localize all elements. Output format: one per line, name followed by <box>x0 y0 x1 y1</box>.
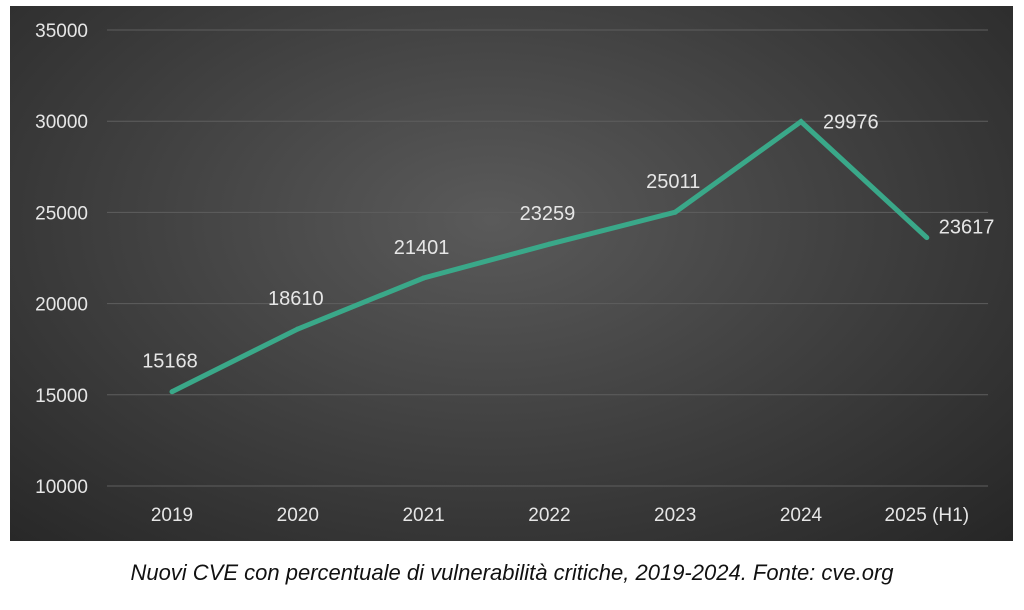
y-tick-label: 10000 <box>35 477 88 498</box>
y-tick-label: 20000 <box>35 295 88 316</box>
line-chart: 35000 30000 25000 20000 15000 10000 2019 2020 20… <box>35 21 995 526</box>
data-label: 29976 <box>823 112 879 134</box>
data-label: 23617 <box>939 217 995 239</box>
x-tick-label: 2025 (H1) <box>885 505 970 526</box>
chart-panel: 35000 30000 25000 20000 15000 10000 2019 2020 20… <box>10 6 1013 541</box>
data-label: 23259 <box>520 203 576 225</box>
data-label: 15168 <box>142 351 198 373</box>
x-tick-label: 2023 <box>654 505 696 526</box>
y-tick-label: 35000 <box>35 21 88 42</box>
data-point <box>798 119 804 125</box>
y-tick-label: 15000 <box>35 386 88 407</box>
data-point <box>546 241 552 247</box>
data-point <box>169 389 175 395</box>
data-point <box>295 326 301 332</box>
x-tick-label: 2019 <box>151 505 193 526</box>
x-tick-label: 2022 <box>528 505 570 526</box>
x-tick-label: 2021 <box>402 505 444 526</box>
x-tick-label: 2024 <box>780 505 823 526</box>
data-label: 25011 <box>646 171 700 193</box>
x-tick-label: 2020 <box>277 505 319 526</box>
chart-caption: Nuovi CVE con percentuale di vulnerabili… <box>130 560 894 585</box>
data-point <box>421 275 427 281</box>
y-tick-label: 30000 <box>35 112 88 133</box>
series-line <box>170 118 929 394</box>
data-point <box>924 235 930 241</box>
data-point <box>672 209 678 215</box>
data-label: 18610 <box>268 288 324 310</box>
data-label: 21401 <box>394 237 450 259</box>
y-tick-label: 25000 <box>35 203 88 224</box>
